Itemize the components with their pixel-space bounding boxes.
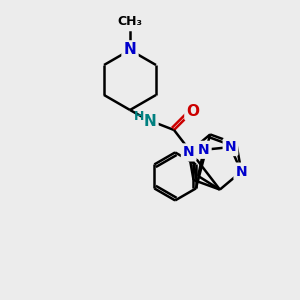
Text: CH₃: CH₃ [118, 15, 142, 28]
Text: O: O [187, 103, 200, 118]
Text: H: H [134, 110, 144, 122]
Text: N: N [144, 113, 156, 128]
Text: N: N [183, 146, 194, 159]
Text: N: N [236, 165, 247, 178]
Text: N: N [225, 140, 236, 154]
Text: N: N [198, 143, 210, 157]
Text: N: N [124, 43, 136, 58]
